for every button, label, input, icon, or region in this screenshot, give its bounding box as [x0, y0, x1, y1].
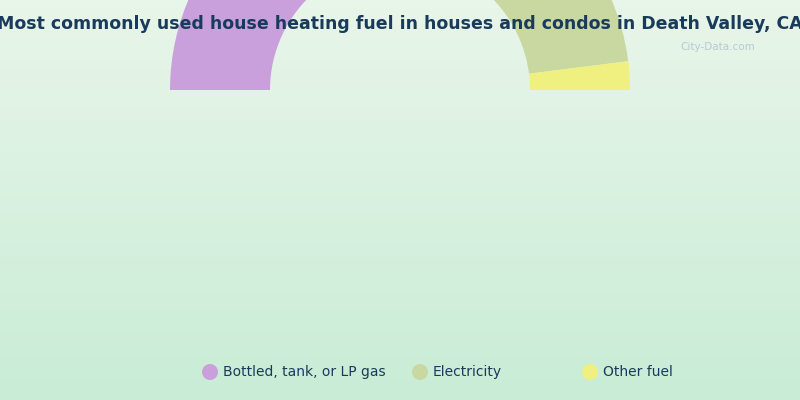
Text: Most commonly used house heating fuel in houses and condos in Death Valley, CA: Most commonly used house heating fuel in… — [0, 15, 800, 33]
Wedge shape — [170, 0, 443, 90]
Wedge shape — [424, 0, 628, 74]
Circle shape — [202, 364, 218, 380]
Circle shape — [582, 364, 598, 380]
Text: Bottled, tank, or LP gas: Bottled, tank, or LP gas — [223, 365, 386, 379]
Text: Electricity: Electricity — [433, 365, 502, 379]
Circle shape — [412, 364, 428, 380]
Text: Other fuel: Other fuel — [603, 365, 673, 379]
Text: City-Data.com: City-Data.com — [680, 42, 754, 52]
Wedge shape — [529, 61, 630, 90]
